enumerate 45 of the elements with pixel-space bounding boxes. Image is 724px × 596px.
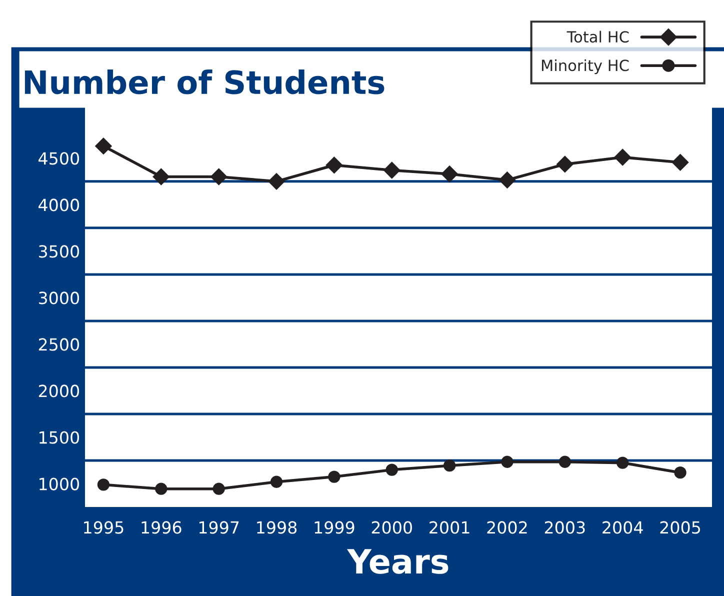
x-tick-label: 1997 xyxy=(199,521,239,534)
point xyxy=(328,470,340,483)
y-tick-label: 3500 xyxy=(38,245,80,258)
point xyxy=(614,148,631,166)
y-tick-label: 2000 xyxy=(38,384,80,398)
point xyxy=(501,456,514,468)
y-tick-label: 1000 xyxy=(40,478,80,490)
y-tick-label: 4000 xyxy=(38,198,80,212)
point xyxy=(210,168,228,186)
point xyxy=(498,172,516,188)
point xyxy=(674,466,686,479)
y-tick-label: 1500 xyxy=(40,431,80,444)
point xyxy=(556,156,574,173)
y-tick-label: 2500 xyxy=(38,338,80,351)
x-tick-label: 1998 xyxy=(257,521,297,534)
x-tick-label: 2002 xyxy=(487,521,527,534)
legend-label: Minority HC xyxy=(542,59,629,74)
point xyxy=(386,464,398,476)
point xyxy=(95,138,112,154)
point xyxy=(268,173,285,190)
legend-label: Total HC xyxy=(566,30,629,43)
point xyxy=(270,476,283,488)
chart-title: Number of Students xyxy=(24,70,384,94)
x-tick-label: 2005 xyxy=(660,521,700,534)
point xyxy=(326,156,343,174)
x-tick-label: 2000 xyxy=(372,521,412,534)
x-tick-label: 1999 xyxy=(314,521,354,534)
point xyxy=(155,482,168,495)
point xyxy=(558,456,571,468)
x-tick-label: 2004 xyxy=(602,521,643,534)
x-tick-label: 2001 xyxy=(430,521,470,534)
point xyxy=(672,154,689,171)
point xyxy=(441,166,458,182)
x-axis-title: Years xyxy=(346,549,448,574)
point xyxy=(383,162,400,179)
y-tick-label: 4500 xyxy=(38,152,80,165)
point xyxy=(212,482,225,495)
x-tick-label: 1995 xyxy=(84,521,124,534)
x-tick-label: 2003 xyxy=(544,521,585,534)
point xyxy=(616,456,629,469)
y-tick-label: 3000 xyxy=(38,292,80,304)
point xyxy=(443,460,456,472)
point xyxy=(152,168,170,186)
x-tick-label: 1996 xyxy=(142,521,182,534)
point xyxy=(97,478,110,491)
